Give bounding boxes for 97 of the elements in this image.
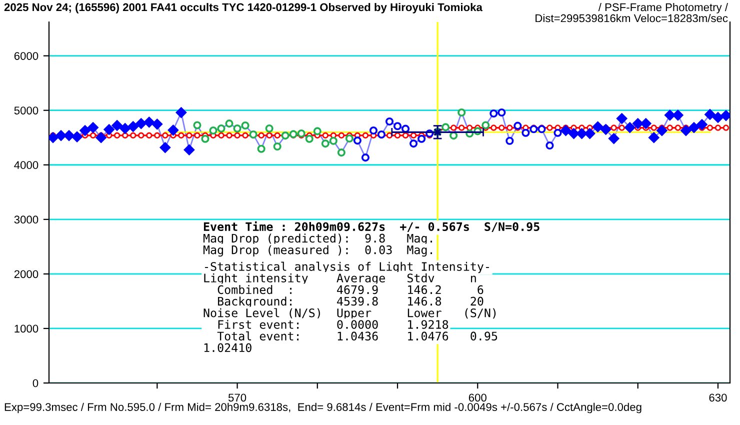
point <box>265 124 274 133</box>
point <box>176 107 187 118</box>
annotation: -Statistical analysis of Light Intensity- <box>205 262 489 274</box>
point <box>584 128 596 139</box>
point <box>490 109 498 118</box>
point <box>696 119 708 130</box>
point <box>297 129 306 138</box>
point <box>624 122 636 133</box>
point <box>96 132 106 143</box>
point <box>152 118 162 130</box>
point <box>704 109 716 120</box>
point <box>313 127 322 136</box>
point <box>120 123 130 134</box>
point <box>720 110 730 121</box>
point <box>241 121 250 130</box>
annotation: Total event: 1.0436 1.0476 0.95 <box>217 331 498 340</box>
point <box>680 125 692 136</box>
point <box>530 125 538 134</box>
x-tick-label: 630 <box>709 394 727 402</box>
point <box>568 128 580 139</box>
annotation: Light intensity Average Stdv n <box>204 273 476 285</box>
point <box>128 121 138 132</box>
point <box>345 134 354 143</box>
point <box>600 124 612 135</box>
point <box>632 118 644 129</box>
point <box>305 134 314 143</box>
point <box>648 132 660 143</box>
y-tick-label: 3000 <box>14 216 38 224</box>
annotation: Combined : 4679.9 146.2 6 <box>218 285 484 294</box>
point <box>112 120 122 131</box>
point <box>209 126 218 135</box>
y-tick-label: 6000 <box>14 52 38 60</box>
point <box>546 141 554 150</box>
point <box>104 124 114 135</box>
point <box>257 144 266 153</box>
annotation: Dist=299539816km Veloc=18283m/sec <box>536 14 728 22</box>
point <box>385 117 394 126</box>
point <box>369 126 378 135</box>
annotation: Noise Level (N/S) Upper Lower (S/N) <box>204 308 496 320</box>
point <box>418 134 426 143</box>
point <box>136 118 146 129</box>
point <box>184 144 195 156</box>
point <box>217 124 226 133</box>
point <box>554 128 562 137</box>
y-tick-label: 5000 <box>14 106 38 114</box>
point <box>160 142 170 153</box>
point <box>72 132 82 142</box>
point <box>608 133 620 144</box>
point <box>672 110 684 120</box>
point <box>233 124 242 133</box>
point <box>498 108 506 117</box>
point <box>193 121 202 130</box>
point <box>482 121 490 130</box>
point <box>522 128 530 137</box>
x-tick-label: 570 <box>228 394 246 402</box>
point <box>656 125 668 136</box>
point <box>458 108 466 117</box>
point <box>538 125 546 134</box>
y-tick-label: 0 <box>32 379 38 388</box>
point <box>560 125 572 136</box>
point <box>88 122 98 133</box>
point <box>712 112 724 123</box>
point <box>514 122 522 130</box>
point <box>80 125 90 136</box>
point <box>576 128 588 139</box>
point <box>321 140 330 148</box>
point <box>640 118 652 129</box>
annotation: Background: 4539.8 146.8 20 <box>218 296 484 308</box>
point <box>688 122 700 133</box>
point <box>168 124 179 136</box>
annotation: First event: 0.0000 1.9218 <box>218 320 448 329</box>
point <box>225 120 234 128</box>
annotation: Mag Drop (predicted): 9.8 Mag. <box>203 234 432 245</box>
point <box>273 142 282 151</box>
annotation: Mag Drop (measured ): 0.03 Mag. <box>203 245 432 257</box>
point <box>201 134 210 143</box>
point <box>329 136 338 145</box>
point <box>49 132 58 143</box>
point <box>361 154 370 162</box>
point <box>337 148 346 157</box>
point <box>506 136 514 145</box>
point <box>393 122 402 130</box>
y-tick-label: 2000 <box>14 270 38 278</box>
point <box>664 110 676 120</box>
point <box>353 136 362 145</box>
chart-title: 2025 Nov 24; (165596) 2001 FA41 occults TYC 1420-01299-1 Observed by Hiroyuki Tomioka <box>4 3 482 14</box>
point <box>592 121 604 132</box>
point <box>616 113 628 124</box>
text: Exp=99.3msec / Frm No.595.0 / Frm Mid= 20h9m9.6318s, End= 9.6814s / Event=Frm mid -0.0049s +/-0.567s / CctAngle=0.0deg <box>4 402 642 414</box>
x-tick-label: 600 <box>468 394 486 402</box>
point <box>410 140 418 148</box>
y-tick-label: 4000 <box>14 161 38 170</box>
point <box>144 116 154 128</box>
annotation: Event Time : 20h09m09.627s +/- 0.567s S/N=0.95 <box>204 221 540 232</box>
annotation: 1.02410 <box>204 343 252 352</box>
text: / PSF-Frame Photometry / <box>598 3 728 14</box>
y-tick-label: 1000 <box>14 324 38 333</box>
